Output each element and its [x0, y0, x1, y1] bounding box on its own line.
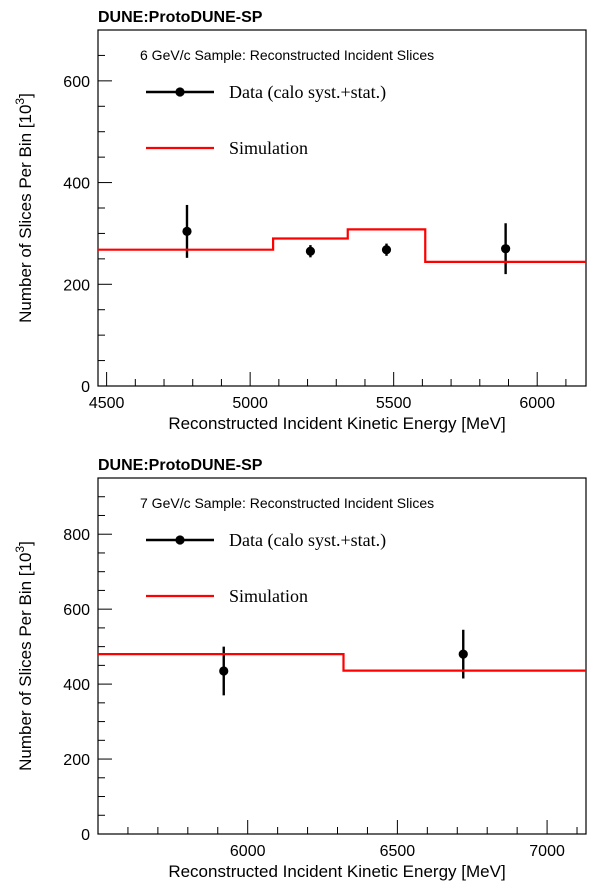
data-point — [219, 666, 229, 676]
chart-title: 7 GeV/c Sample: Reconstructed Incident S… — [140, 495, 434, 511]
data-point — [458, 649, 468, 659]
panel-6gev: DUNE:ProtoDUNE-SP 4500 5000 5500 6000 0 200 400… — [13, 9, 587, 433]
x-tick-label: 5500 — [376, 395, 412, 412]
y-axis-label-end: ] — [16, 541, 35, 546]
y-tick-label: 400 — [63, 677, 90, 694]
y-tick-label: 0 — [81, 379, 90, 396]
x-tick-label: 5000 — [232, 395, 268, 412]
x-axis-label: Reconstructed Incident Kinetic Energy [M… — [168, 414, 505, 433]
y-tick-label: 600 — [63, 602, 90, 619]
plot-frame — [97, 477, 587, 835]
legend-data-marker — [175, 87, 185, 97]
panel-7gev: DUNE:ProtoDUNE-SP 6000 6500 7000 0 200 400 600 8… — [13, 457, 587, 881]
chart-title: 6 GeV/c Sample: Reconstructed Incident S… — [140, 47, 434, 63]
x-tick-label: 6000 — [230, 843, 266, 860]
legend-label: Simulation — [229, 138, 308, 158]
y-axis-label-end: ] — [16, 93, 35, 98]
data-point — [182, 226, 192, 236]
legend-label: Data (calo syst.+stat.) — [229, 530, 386, 551]
y-tick-label: 400 — [63, 176, 90, 193]
data-point — [501, 244, 511, 254]
legend-label: Simulation — [229, 586, 308, 606]
y-axis-label-exponent: 3 — [13, 98, 27, 105]
legend-label: Data (calo syst.+stat.) — [229, 82, 386, 103]
x-axis-label: Reconstructed Incident Kinetic Energy [M… — [168, 862, 505, 881]
y-tick-label: 200 — [63, 752, 90, 769]
x-tick-label: 7000 — [529, 843, 565, 860]
x-tick-label: 4500 — [89, 395, 125, 412]
y-tick-label: 800 — [63, 527, 90, 544]
y-tick-label: 600 — [63, 74, 90, 91]
chart-header: DUNE:ProtoDUNE-SP — [98, 9, 263, 26]
y-axis-label-main: Number of Slices Per Bin [10 — [16, 553, 35, 771]
x-tick-label: 6500 — [380, 843, 416, 860]
simulation-step-line — [98, 653, 586, 672]
y-axis-label-main: Number of Slices Per Bin [10 — [16, 105, 35, 323]
data-point — [381, 245, 392, 255]
data-point — [305, 246, 316, 256]
simulation-step-line — [98, 228, 586, 264]
y-tick-label: 200 — [63, 277, 90, 294]
x-tick-label: 6000 — [519, 395, 555, 412]
legend-data-marker — [175, 535, 185, 545]
y-axis-label: Number of Slices Per Bin [103] — [13, 541, 35, 771]
y-axis-label-exponent: 3 — [13, 546, 27, 553]
y-tick-label: 0 — [81, 827, 90, 844]
chart-header: DUNE:ProtoDUNE-SP — [98, 457, 263, 474]
y-axis-label: Number of Slices Per Bin [103] — [13, 93, 35, 323]
